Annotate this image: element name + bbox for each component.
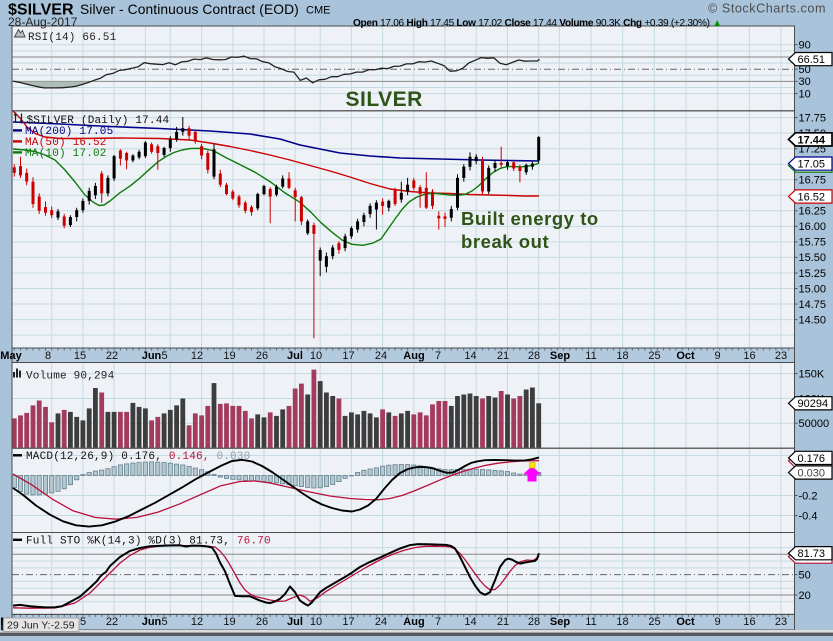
svg-text:MACD(12,26,9) 0.176, 0.146, 0.: MACD(12,26,9) 0.176, 0.146, 0.030 xyxy=(26,451,250,463)
svg-text:16.00: 16.00 xyxy=(799,221,827,233)
svg-text:24: 24 xyxy=(375,350,387,362)
svg-text:50: 50 xyxy=(799,569,811,581)
svg-text:$SILVER (Daily) 17.44: $SILVER (Daily) 17.44 xyxy=(27,115,170,127)
svg-text:14.50: 14.50 xyxy=(799,314,827,326)
svg-text:SILVER: SILVER xyxy=(346,88,423,111)
svg-text:66.51: 66.51 xyxy=(798,54,826,66)
svg-text:25: 25 xyxy=(648,616,660,628)
svg-text:17: 17 xyxy=(342,616,354,628)
svg-text:16.75: 16.75 xyxy=(799,175,827,187)
svg-text:19: 19 xyxy=(223,616,235,628)
svg-text:Jul: Jul xyxy=(287,350,303,362)
svg-text:14: 14 xyxy=(464,350,476,362)
svg-text:MA(10) 17.02: MA(10) 17.02 xyxy=(25,148,107,160)
svg-text:5: 5 xyxy=(161,350,167,362)
svg-text:Oct: Oct xyxy=(676,350,695,362)
svg-text:90294: 90294 xyxy=(798,398,829,410)
svg-text:17.44: 17.44 xyxy=(798,134,826,146)
svg-text:Aug: Aug xyxy=(403,350,424,362)
svg-text:23: 23 xyxy=(775,350,787,362)
svg-text:23: 23 xyxy=(775,616,787,628)
svg-text:25: 25 xyxy=(648,350,660,362)
svg-text:Oct: Oct xyxy=(676,616,695,628)
svg-text:10: 10 xyxy=(310,350,322,362)
svg-text:14: 14 xyxy=(464,616,476,628)
svg-text:16: 16 xyxy=(743,616,755,628)
svg-text:Jul: Jul xyxy=(287,616,303,628)
svg-text:11: 11 xyxy=(585,350,596,362)
svg-text:29 Jun Y:-2.59: 29 Jun Y:-2.59 xyxy=(7,619,75,631)
svg-text:CME: CME xyxy=(306,5,330,17)
svg-text:28: 28 xyxy=(528,350,540,362)
svg-text:Full STO %K(14,3) %D(3) 81.73,: Full STO %K(14,3) %D(3) 81.73, 76.70 xyxy=(26,536,271,548)
svg-text:Built energy to: Built energy to xyxy=(461,208,599,229)
svg-text:20: 20 xyxy=(799,590,811,602)
svg-text:15: 15 xyxy=(74,350,86,362)
svg-text:16.25: 16.25 xyxy=(799,206,827,218)
svg-text:0.030: 0.030 xyxy=(798,467,826,479)
svg-text:Jun: Jun xyxy=(142,616,162,628)
svg-text:15.50: 15.50 xyxy=(799,252,827,264)
svg-text:© StockCharts.com: © StockCharts.com xyxy=(708,2,826,16)
svg-text:81.73: 81.73 xyxy=(798,548,826,560)
svg-text:26: 26 xyxy=(256,616,268,628)
svg-text:28-Aug-2017: 28-Aug-2017 xyxy=(8,15,78,29)
svg-text:May: May xyxy=(0,350,22,362)
svg-text:90: 90 xyxy=(799,40,811,52)
svg-text:-0.4: -0.4 xyxy=(799,510,818,522)
svg-text:14.75: 14.75 xyxy=(799,299,827,311)
svg-text:12: 12 xyxy=(191,616,203,628)
svg-text:Jun: Jun xyxy=(142,350,162,362)
svg-text:RSI(14) 66.51: RSI(14) 66.51 xyxy=(28,32,117,44)
svg-text:-0.2: -0.2 xyxy=(799,490,818,502)
svg-text:Aug: Aug xyxy=(403,616,424,628)
svg-text:15.75: 15.75 xyxy=(799,237,827,249)
svg-text:50000: 50000 xyxy=(799,418,830,430)
svg-text:0.176: 0.176 xyxy=(798,453,826,465)
svg-text:10: 10 xyxy=(799,88,811,100)
svg-text:30: 30 xyxy=(799,76,811,88)
svg-text:5: 5 xyxy=(161,616,167,628)
svg-text:17: 17 xyxy=(342,350,354,362)
svg-text:Sep: Sep xyxy=(550,616,570,628)
svg-text:19: 19 xyxy=(223,350,235,362)
svg-text:Volume 90,294: Volume 90,294 xyxy=(26,371,115,383)
svg-text:16: 16 xyxy=(743,350,755,362)
svg-text:7: 7 xyxy=(435,350,441,362)
svg-text:15.25: 15.25 xyxy=(799,268,827,280)
svg-text:9: 9 xyxy=(714,350,720,362)
svg-text:17.05: 17.05 xyxy=(798,159,826,171)
svg-text:15.00: 15.00 xyxy=(799,283,827,295)
svg-text:26: 26 xyxy=(256,350,268,362)
svg-text:Sep: Sep xyxy=(550,350,570,362)
svg-text:22: 22 xyxy=(106,350,118,362)
svg-text:24: 24 xyxy=(375,616,387,628)
svg-text:17.75: 17.75 xyxy=(799,112,827,124)
svg-text:7: 7 xyxy=(435,616,441,628)
svg-text:10: 10 xyxy=(310,616,322,628)
svg-text:8: 8 xyxy=(45,350,51,362)
svg-text:16.52: 16.52 xyxy=(798,191,826,203)
svg-text:28: 28 xyxy=(528,616,540,628)
svg-text:18: 18 xyxy=(616,350,628,362)
svg-text:Silver - Continuous Contract (: Silver - Continuous Contract (EOD) xyxy=(80,2,299,17)
svg-text:Open 17.06 High 17.45 Low 17.0: Open 17.06 High 17.45 Low 17.02 Close 17… xyxy=(353,18,722,29)
svg-text:12: 12 xyxy=(191,350,203,362)
svg-text:21: 21 xyxy=(497,350,509,362)
svg-text:150K: 150K xyxy=(799,368,825,380)
svg-text:21: 21 xyxy=(497,616,509,628)
svg-text:9: 9 xyxy=(714,616,720,628)
svg-text:11: 11 xyxy=(585,616,596,628)
svg-text:22: 22 xyxy=(106,616,118,628)
svg-text:break out: break out xyxy=(461,231,549,252)
svg-text:18: 18 xyxy=(616,616,628,628)
